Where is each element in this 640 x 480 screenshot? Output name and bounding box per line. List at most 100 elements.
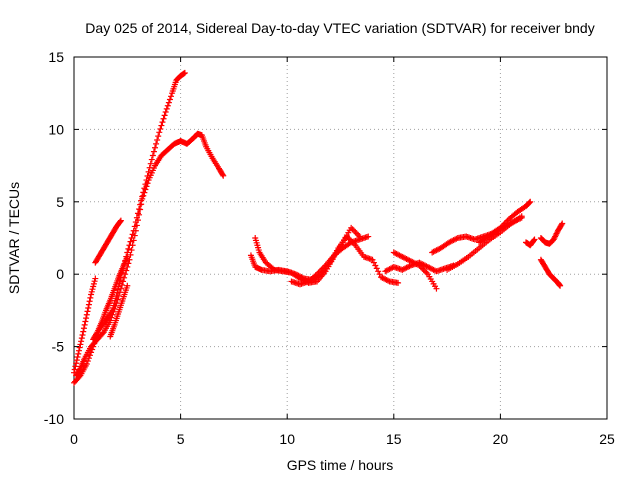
data-point-interp [80, 325, 87, 332]
data-point-interp [165, 99, 172, 106]
data-point-interp [155, 133, 162, 140]
data-point-interp [150, 148, 157, 155]
data-point-interp [131, 232, 138, 239]
data-point [139, 195, 146, 202]
x-tick-label: 0 [70, 431, 78, 447]
data-point-interp [140, 192, 147, 199]
data-point-interp [109, 311, 116, 318]
data-point-interp [137, 206, 144, 213]
data-point-interp [90, 280, 97, 287]
data-point-interp [152, 144, 159, 151]
data-point-interp [163, 105, 170, 112]
data-point [79, 332, 86, 339]
data-point [83, 311, 90, 318]
data-point [83, 360, 90, 367]
data-point [75, 350, 82, 357]
data-point-interp [154, 137, 161, 144]
data-point-interp [78, 338, 85, 345]
data-point-interp [144, 180, 151, 187]
data-point-interp [157, 125, 164, 132]
data-point-interp [353, 230, 360, 237]
x-tick-label: 20 [493, 431, 509, 447]
data-point-interp [147, 160, 154, 167]
data-point-interp [80, 328, 87, 335]
data-point-interp [375, 268, 382, 275]
data-point [365, 233, 372, 240]
data-point [124, 253, 131, 260]
data-point [156, 129, 163, 136]
axis-ticks [73, 56, 608, 420]
data-point-interp [420, 266, 427, 273]
series-arc-11 [382, 259, 457, 275]
data-point-interp [73, 360, 80, 367]
data-point-interp [83, 315, 90, 322]
data-point [531, 236, 538, 243]
data-point-interp [117, 285, 124, 292]
data-point [559, 220, 566, 227]
series-arc-10 [288, 233, 372, 288]
data-point-interp [88, 288, 95, 295]
series-arc-2 [71, 275, 99, 376]
data-point-interp [168, 93, 175, 100]
data-point [557, 282, 564, 289]
data-point-interp [115, 292, 122, 299]
data-point-interp [158, 122, 165, 129]
data-point-interp [148, 156, 155, 163]
data-point [149, 152, 156, 159]
data-point-interp [75, 347, 82, 354]
data-point [162, 109, 169, 116]
data-point-interp [164, 102, 171, 109]
data-point-interp [111, 305, 118, 312]
data-point-interp [161, 112, 168, 119]
data-point-interp [159, 119, 166, 126]
data-point-interp [133, 222, 140, 229]
data-point-interp [99, 330, 106, 337]
data-point-interp [112, 303, 119, 310]
data-point-interp [142, 186, 149, 193]
data-point-interp [143, 183, 150, 190]
data-point-interp [78, 335, 85, 342]
data-point-interp [130, 237, 137, 244]
series-arc-15 [476, 214, 525, 246]
series-arc-5 [92, 217, 124, 266]
data-point-interp [127, 238, 134, 245]
data-point-interp [81, 321, 88, 328]
data-point [117, 217, 124, 224]
data-point [120, 278, 127, 285]
data-point-interp [116, 289, 123, 296]
data-point [88, 291, 95, 298]
y-tick-label: 5 [56, 194, 64, 210]
data-point-interp [77, 341, 84, 348]
y-tick-labels: -10 -5 0 5 10 15 [44, 49, 64, 427]
data-point-interp [85, 304, 92, 311]
data-point-interp [145, 168, 152, 175]
data-point [107, 317, 114, 324]
data-point-interp [372, 262, 379, 269]
y-tick-label: 15 [48, 49, 64, 65]
data-point-interp [82, 318, 89, 325]
data-point [369, 256, 376, 263]
data-point-interp [114, 296, 121, 303]
series-arc-6 [90, 253, 131, 343]
data-point [518, 214, 525, 221]
y-tick-label: -5 [52, 339, 65, 355]
series-arc-8 [247, 233, 402, 286]
data-point-interp [86, 298, 93, 305]
data-point-interp [351, 227, 358, 234]
data-point-interp [117, 218, 124, 225]
data-point [181, 69, 188, 76]
data-point-interp [84, 308, 91, 315]
x-tick-label: 5 [177, 431, 185, 447]
data-point [132, 227, 139, 234]
data-point-interp [74, 353, 81, 360]
data-point [395, 279, 402, 286]
data-point-interp [153, 140, 160, 147]
data-point-interp [526, 199, 533, 206]
data-point-interp [370, 259, 377, 266]
data-point-interp [90, 283, 97, 290]
series-arc-3 [73, 137, 184, 379]
data-point-interp [128, 247, 135, 254]
y-tick-label: 0 [56, 266, 64, 282]
data-point-interp [127, 251, 134, 258]
